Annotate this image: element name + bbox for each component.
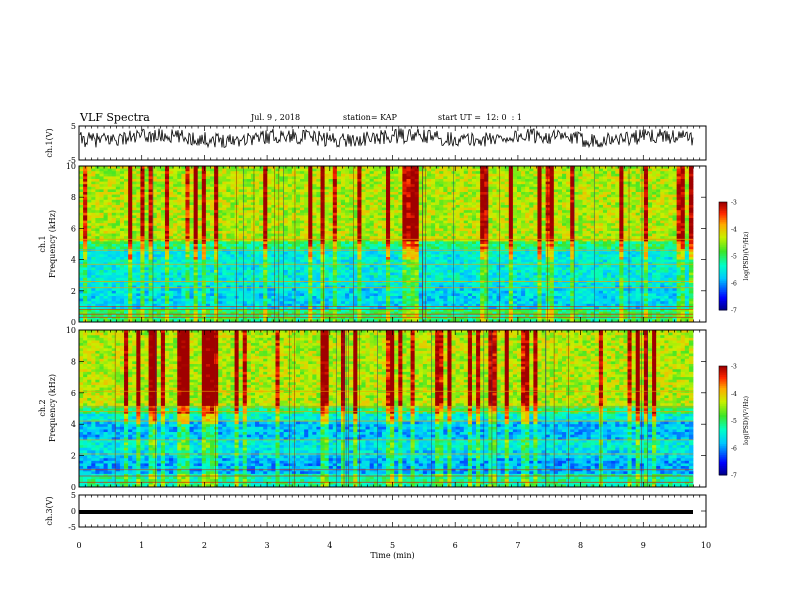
ch1-voltage-axis-title: ch.1(V) xyxy=(45,128,54,157)
station-label: station= KAP xyxy=(343,113,397,122)
ch2-label: ch.2 xyxy=(38,399,47,416)
ytick-label: 4 xyxy=(71,420,76,429)
colorbar-tick-label: -3 xyxy=(731,200,737,207)
colorbar-label: log(PSD)(V²/Hz) xyxy=(743,232,750,281)
x-axis-title: Time (min) xyxy=(370,551,414,560)
xtick-label: 10 xyxy=(701,541,711,550)
ytick-label: 6 xyxy=(71,389,76,398)
ytick-label: 8 xyxy=(71,357,76,366)
xtick-label: 2 xyxy=(202,541,207,550)
xtick-label: 0 xyxy=(76,541,81,550)
ch2-colorbar: -3 -4 -5 -6 -7 log(PSD)(V²/Hz) xyxy=(718,364,750,480)
ytick-label: -5 xyxy=(68,156,76,165)
xtick-label: 4 xyxy=(327,541,332,550)
date-label: Jul. 9 , 2018 xyxy=(251,113,301,122)
ch1-colorbar: -3 -4 -5 -6 -7 log(PSD)(V²/Hz) xyxy=(718,200,750,315)
xtick-label: 1 xyxy=(139,541,144,550)
xtick-label: 6 xyxy=(453,541,458,550)
colorbar-tick-label: -6 xyxy=(731,281,737,288)
ch2-frequency-axis-title: Frequency (kHz) xyxy=(48,374,57,442)
ytick-label: 0 xyxy=(71,507,76,516)
ch1-spectrogram xyxy=(79,166,694,323)
colorbar-frame xyxy=(718,201,728,311)
ytick-label: 10 xyxy=(66,326,76,335)
ch1-frequency-axis-title: Frequency (kHz) xyxy=(48,210,57,278)
ch1-voltage-trace xyxy=(79,128,694,149)
xtick-label: 7 xyxy=(515,541,520,550)
ytick-label: 0 xyxy=(71,483,76,492)
colorbar-tick-label: -4 xyxy=(731,227,737,234)
ytick-label: 2 xyxy=(71,287,76,296)
colorbar-tick-label: -3 xyxy=(731,364,737,371)
ch1-label: ch.1 xyxy=(38,235,47,252)
ytick-label: 0 xyxy=(71,318,76,327)
xtick-label: 9 xyxy=(641,541,646,550)
start-ut-label: start UT = 12: 0 : 1 xyxy=(438,113,523,122)
colorbar-tick-label: -4 xyxy=(731,391,737,398)
ytick-label: 8 xyxy=(71,193,76,202)
colorbar-label: log(PSD)(V²/Hz) xyxy=(743,396,750,445)
colorbar-tick-label: -7 xyxy=(731,473,737,480)
ch3-voltage-axis-title: ch.3(V) xyxy=(45,496,54,525)
colorbar-tick-label: -5 xyxy=(731,418,737,425)
panel-frame-1 xyxy=(78,125,707,161)
colorbar-tick-label: -5 xyxy=(731,254,737,261)
colorbar-tick-label: -6 xyxy=(731,445,737,452)
ytick-label: 5 xyxy=(71,491,76,500)
ytick-label: -5 xyxy=(68,523,76,532)
ch2-spectrogram xyxy=(79,330,694,488)
xtick-label: 5 xyxy=(390,541,395,550)
ytick-label: 5 xyxy=(71,122,76,131)
xtick-label: 3 xyxy=(265,541,270,550)
ytick-label: 10 xyxy=(66,162,76,171)
colorbar-tick-label: -7 xyxy=(731,308,737,315)
xtick-label: 8 xyxy=(578,541,583,550)
ytick-label: 2 xyxy=(71,452,76,461)
ytick-label: 4 xyxy=(71,256,76,265)
ytick-label: 6 xyxy=(71,224,76,233)
figure-title: VLF Spectra xyxy=(80,111,150,124)
colorbar-frame xyxy=(718,365,728,476)
